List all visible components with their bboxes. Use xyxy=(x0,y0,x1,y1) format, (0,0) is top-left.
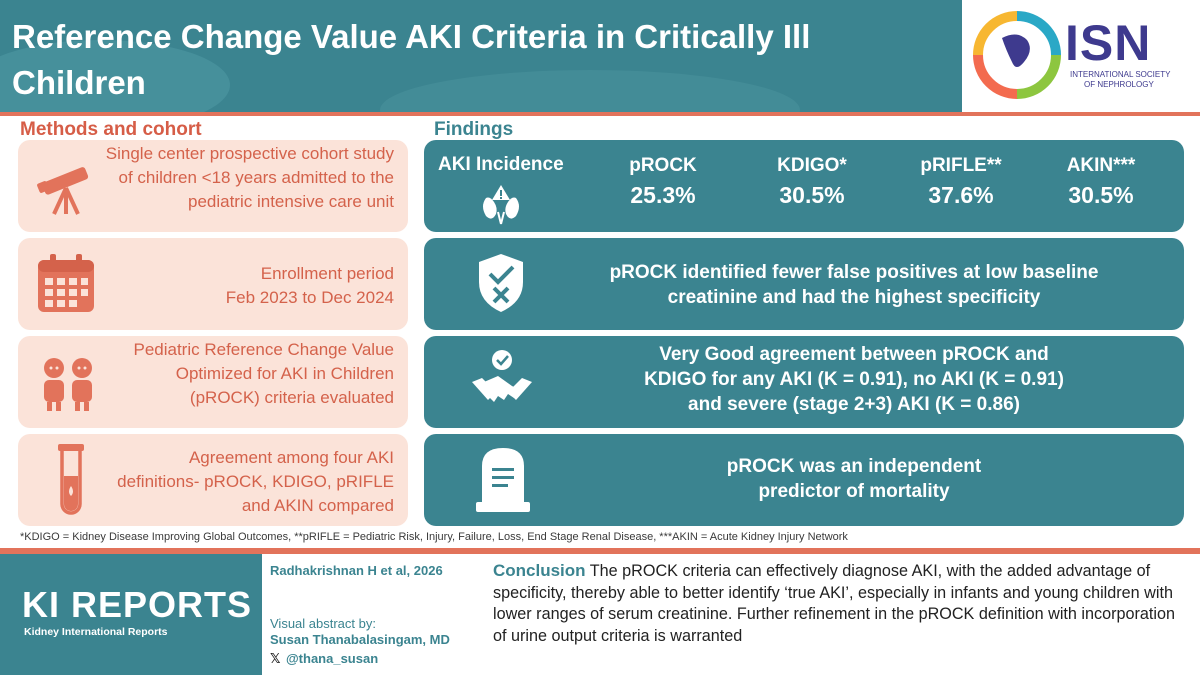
ki-reports-subtitle: Kidney International Reports xyxy=(24,626,168,638)
methods-criteria-text: Pediatric Reference Change Value Optimiz… xyxy=(133,340,394,407)
aki-incidence-label: AKI Incidence xyxy=(438,154,564,175)
conclusion: Conclusion The pROCK criteria can effect… xyxy=(493,560,1189,647)
methods-card-criteria: Pediatric Reference Change Value Optimiz… xyxy=(18,336,408,428)
divider-strip xyxy=(0,112,1200,116)
ki-reports-wordmark: KI REPORTS xyxy=(22,584,253,625)
incidence-prock: pROCK 25.3% xyxy=(629,155,697,208)
conclusion-text: The pROCK criteria can effectively diagn… xyxy=(493,562,1176,645)
methods-card-design: Single center prospective cohort study o… xyxy=(18,140,408,232)
visual-abstract-by: Visual abstract by: xyxy=(270,616,376,631)
methods-agreement-text: Agreement among four AKI definitions- pR… xyxy=(117,448,394,515)
findings-card-mortality: pROCK was an independent predictor of mo… xyxy=(424,434,1184,526)
author-handle[interactable]: 𝕏 @thana_susan xyxy=(270,651,379,666)
isn-logo: ISN INTERNATIONAL SOCIETY OF NEPHROLOGY xyxy=(962,0,1200,112)
incidence-prifle: pRIFLE** 37.6% xyxy=(920,155,1002,208)
mortality-text: pROCK was an independent predictor of mo… xyxy=(726,456,982,502)
header-banner: Reference Change Value AKI Criteria in C… xyxy=(0,0,1200,112)
tombstone-icon xyxy=(476,448,530,512)
specificity-text: pROCK identified fewer false positives a… xyxy=(609,262,1099,308)
findings-card-agreement: Very Good agreement between pROCK and KD… xyxy=(424,336,1184,428)
kidney-alert-icon xyxy=(483,185,519,225)
incidence-kdigo: KDIGO* 30.5% xyxy=(777,155,847,208)
methods-design-text: Single center prospective cohort study o… xyxy=(105,144,394,211)
shield-check-icon xyxy=(479,254,523,312)
methods-card-enrollment: Enrollment period Feb 2023 to Dec 2024 xyxy=(18,238,408,330)
methods-heading: Methods and cohort xyxy=(20,119,202,140)
divider-strip xyxy=(0,548,1200,554)
children-icon xyxy=(44,358,92,411)
ki-reports-logo: KI REPORTS Kidney International Reports xyxy=(0,554,262,675)
agreement-text: Very Good agreement between pROCK and KD… xyxy=(644,344,1064,415)
x-logo-icon: 𝕏 xyxy=(270,651,281,666)
page-title: Reference Change Value AKI Criteria in C… xyxy=(12,18,811,101)
isn-subtitle: INTERNATIONAL SOCIETY OF NEPHROLOGY xyxy=(1070,70,1171,89)
conclusion-label: Conclusion xyxy=(493,561,586,580)
citation: Radhakrishnan H et al, 2026 xyxy=(270,563,443,578)
findings-card-incidence: AKI Incidence pROCK 25.3% KDIGO* 30.5% p… xyxy=(424,140,1184,232)
handshake-icon xyxy=(472,350,532,402)
methods-card-agreement: Agreement among four AKI definitions- pR… xyxy=(18,434,408,526)
isn-globe-icon xyxy=(973,11,1061,99)
telescope-icon xyxy=(37,167,89,215)
findings-heading: Findings xyxy=(434,119,514,140)
abbreviation-footnote: *KDIGO = Kidney Disease Improving Global… xyxy=(20,531,848,543)
isn-wordmark: ISN xyxy=(1065,15,1152,71)
calendar-icon xyxy=(38,254,94,312)
findings-card-specificity: pROCK identified fewer false positives a… xyxy=(424,238,1184,330)
author-name: Susan Thanabalasingam, MD xyxy=(270,632,450,647)
test-tube-icon xyxy=(58,444,84,515)
methods-enrollment-text: Enrollment period Feb 2023 to Dec 2024 xyxy=(225,264,394,307)
incidence-akin: AKIN*** 30.5% xyxy=(1066,155,1136,208)
